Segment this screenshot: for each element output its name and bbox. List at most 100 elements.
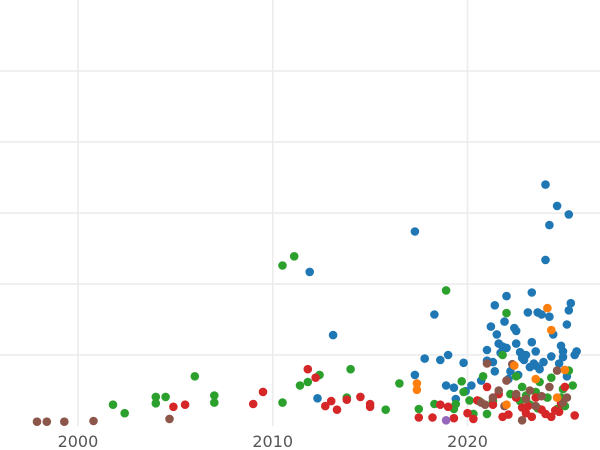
data-point xyxy=(414,404,424,414)
data-point xyxy=(562,393,572,402)
data-point xyxy=(89,416,98,426)
data-point xyxy=(488,393,498,402)
data-point xyxy=(430,310,439,319)
data-point xyxy=(541,180,550,189)
series-0 xyxy=(305,180,581,404)
data-point xyxy=(412,385,422,395)
data-points xyxy=(32,180,581,427)
data-point xyxy=(511,339,521,348)
data-point xyxy=(529,359,539,368)
data-point xyxy=(545,382,554,392)
data-point xyxy=(443,350,453,360)
data-point xyxy=(451,399,461,409)
data-point xyxy=(326,396,336,406)
data-point xyxy=(539,357,548,367)
data-point xyxy=(165,414,174,424)
data-point xyxy=(552,366,562,375)
data-point xyxy=(511,389,521,399)
data-point xyxy=(502,291,511,301)
data-point xyxy=(564,306,574,315)
data-point xyxy=(502,308,511,318)
data-point xyxy=(517,416,527,425)
data-point xyxy=(428,413,437,422)
data-point xyxy=(305,267,315,277)
x-axis-tick-labels: 2000 2010 2020 xyxy=(58,432,488,450)
data-point xyxy=(564,210,574,219)
data-point xyxy=(180,400,190,410)
data-point xyxy=(537,391,546,401)
data-point xyxy=(482,382,492,392)
data-point xyxy=(554,359,564,368)
data-point xyxy=(459,387,468,397)
data-point xyxy=(412,379,422,388)
data-point xyxy=(552,393,562,402)
data-point xyxy=(568,381,577,390)
data-point xyxy=(151,399,161,408)
data-point xyxy=(457,377,467,386)
data-point xyxy=(492,330,502,339)
data-point xyxy=(482,345,492,355)
data-point xyxy=(517,353,527,363)
data-point xyxy=(278,261,287,270)
data-point xyxy=(545,220,554,230)
data-point xyxy=(210,391,219,400)
data-point xyxy=(161,392,170,402)
data-point xyxy=(554,407,564,417)
data-point xyxy=(490,367,500,376)
data-point xyxy=(502,400,511,410)
data-point xyxy=(527,337,537,347)
data-point xyxy=(210,398,219,407)
data-point xyxy=(523,308,533,317)
data-point xyxy=(531,374,540,384)
data-point xyxy=(572,347,581,356)
data-point xyxy=(511,372,521,381)
data-point xyxy=(420,354,430,363)
data-point xyxy=(498,350,507,360)
data-point xyxy=(494,386,504,395)
data-point xyxy=(410,370,420,380)
data-point xyxy=(527,412,537,422)
data-point xyxy=(467,381,476,390)
data-point xyxy=(547,412,556,422)
data-point xyxy=(537,310,546,319)
data-point xyxy=(535,364,544,374)
data-point xyxy=(560,365,570,375)
data-point xyxy=(120,408,129,418)
series-5 xyxy=(441,416,451,425)
data-point xyxy=(478,372,488,381)
data-point xyxy=(303,377,313,387)
data-point xyxy=(441,381,451,390)
data-point xyxy=(395,379,404,388)
data-point xyxy=(552,201,562,211)
data-point xyxy=(547,352,556,361)
data-point xyxy=(313,394,322,403)
data-point xyxy=(558,347,568,356)
data-point xyxy=(482,409,492,419)
data-point xyxy=(258,387,268,397)
data-point xyxy=(436,400,445,410)
data-point xyxy=(482,359,492,368)
grid xyxy=(0,0,600,426)
data-point xyxy=(295,381,305,390)
data-point xyxy=(562,320,572,329)
data-point xyxy=(436,355,445,365)
data-point xyxy=(32,417,42,427)
data-point xyxy=(543,303,552,313)
data-point xyxy=(486,322,496,331)
data-point xyxy=(169,402,178,412)
data-point xyxy=(525,386,535,395)
series-2 xyxy=(169,364,579,424)
x-tick-label: 2020 xyxy=(447,432,488,450)
data-point xyxy=(504,410,513,419)
data-point xyxy=(570,411,579,420)
data-point xyxy=(108,400,118,410)
data-point xyxy=(502,343,511,353)
data-point xyxy=(560,382,570,392)
series-1 xyxy=(108,251,577,419)
data-point xyxy=(465,396,474,405)
data-point xyxy=(441,416,451,425)
data-point xyxy=(248,399,258,409)
data-point xyxy=(517,382,527,392)
data-point xyxy=(342,395,352,405)
data-point xyxy=(541,255,550,265)
